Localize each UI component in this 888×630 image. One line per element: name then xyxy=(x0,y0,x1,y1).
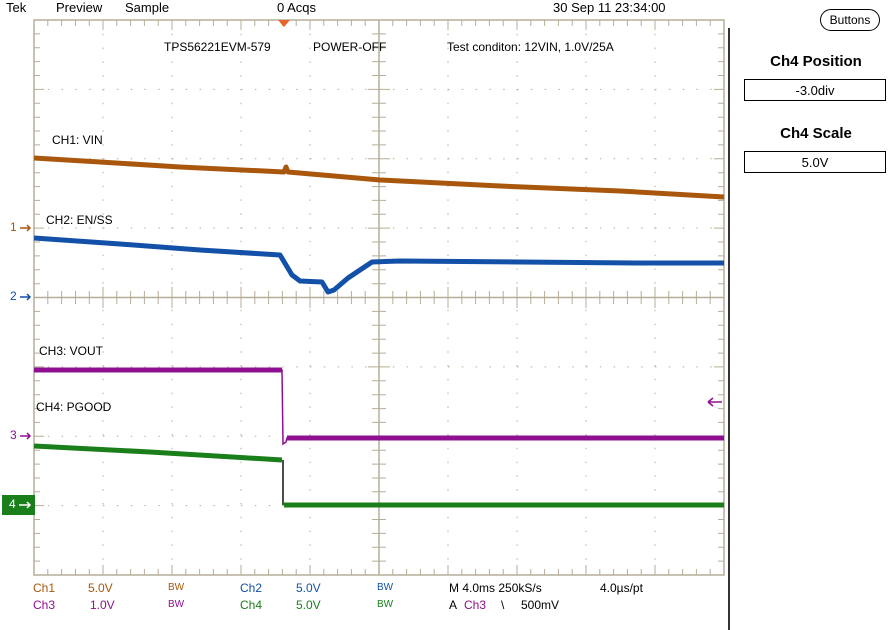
graticule-grid xyxy=(33,19,725,576)
trigger-level-arrow-icon xyxy=(707,397,722,407)
ch4-label: CH4: PGOOD xyxy=(36,400,112,414)
ch4-scale-field[interactable]: 5.0V xyxy=(744,151,886,173)
horizontal-readout: M 4.0ms 250kS/s xyxy=(449,581,542,595)
trigger-source: Ch3 xyxy=(464,598,487,612)
brand-label: Tek xyxy=(6,0,27,15)
acquisition-count: 0 Acqs xyxy=(277,0,317,15)
ch4-name[interactable]: Ch4 xyxy=(240,598,263,612)
trigger-position-marker-icon xyxy=(278,20,290,27)
per-point-readout: 4.0µs/pt xyxy=(600,581,643,595)
ch3-name[interactable]: Ch3 xyxy=(33,598,56,612)
trigger-slope-icon: \ xyxy=(501,598,505,612)
ch1-bw-limit: BW xyxy=(168,582,185,593)
ch2-label: CH2: EN/SS xyxy=(46,213,113,227)
ch2-name[interactable]: Ch2 xyxy=(240,581,263,595)
ch2-ground-arrow-icon xyxy=(20,293,32,301)
ch2-waveform xyxy=(33,235,724,295)
ch4-ground-arrow-icon xyxy=(19,501,32,509)
ch4-bw-limit: BW xyxy=(377,599,394,610)
ch3-scale: 1.0V xyxy=(90,598,115,612)
ch1-marker[interactable]: 1 xyxy=(10,220,17,234)
ch3-ground-arrow-icon xyxy=(20,432,32,440)
ch1-label: CH1: VIN xyxy=(52,133,103,147)
ch4-marker[interactable]: 4 xyxy=(9,497,16,511)
device-annotation: TPS56221EVM-579 xyxy=(164,40,271,54)
ch2-scale: 5.0V xyxy=(296,581,321,595)
condition-annotation: Test conditon: 12VIN, 1.0V/25A xyxy=(447,40,614,54)
datetime-label: 30 Sep 11 23:34:00 xyxy=(553,0,666,15)
ch3-bw-limit: BW xyxy=(168,599,185,610)
ch4-position-title: Ch4 Position xyxy=(770,53,862,70)
ch1-scale: 5.0V xyxy=(88,581,113,595)
acquisition-mode-label: Sample xyxy=(125,0,170,15)
ch4-scale: 5.0V xyxy=(296,598,321,612)
ch1-ground-arrow-icon xyxy=(20,224,32,232)
ch1-waveform xyxy=(33,155,725,200)
ch3-marker[interactable]: 3 xyxy=(10,428,17,442)
trigger-level: 500mV xyxy=(521,598,560,612)
ch4-scale-title: Ch4 Scale xyxy=(780,125,852,142)
trigger-prefix: A xyxy=(449,598,458,612)
ch2-bw-limit: BW xyxy=(377,582,394,593)
event-annotation: POWER-OFF xyxy=(313,40,387,54)
panel-divider xyxy=(728,28,730,630)
mode-label: Preview xyxy=(56,0,103,15)
ch3-label: CH3: VOUT xyxy=(39,344,104,358)
ch4-ground-marker-bg xyxy=(2,495,35,515)
ch2-marker[interactable]: 2 xyxy=(10,289,17,303)
ch1-name[interactable]: Ch1 xyxy=(33,581,56,595)
buttons-button[interactable]: Buttons xyxy=(820,9,880,31)
ch4-position-field[interactable]: -3.0div xyxy=(744,79,886,101)
